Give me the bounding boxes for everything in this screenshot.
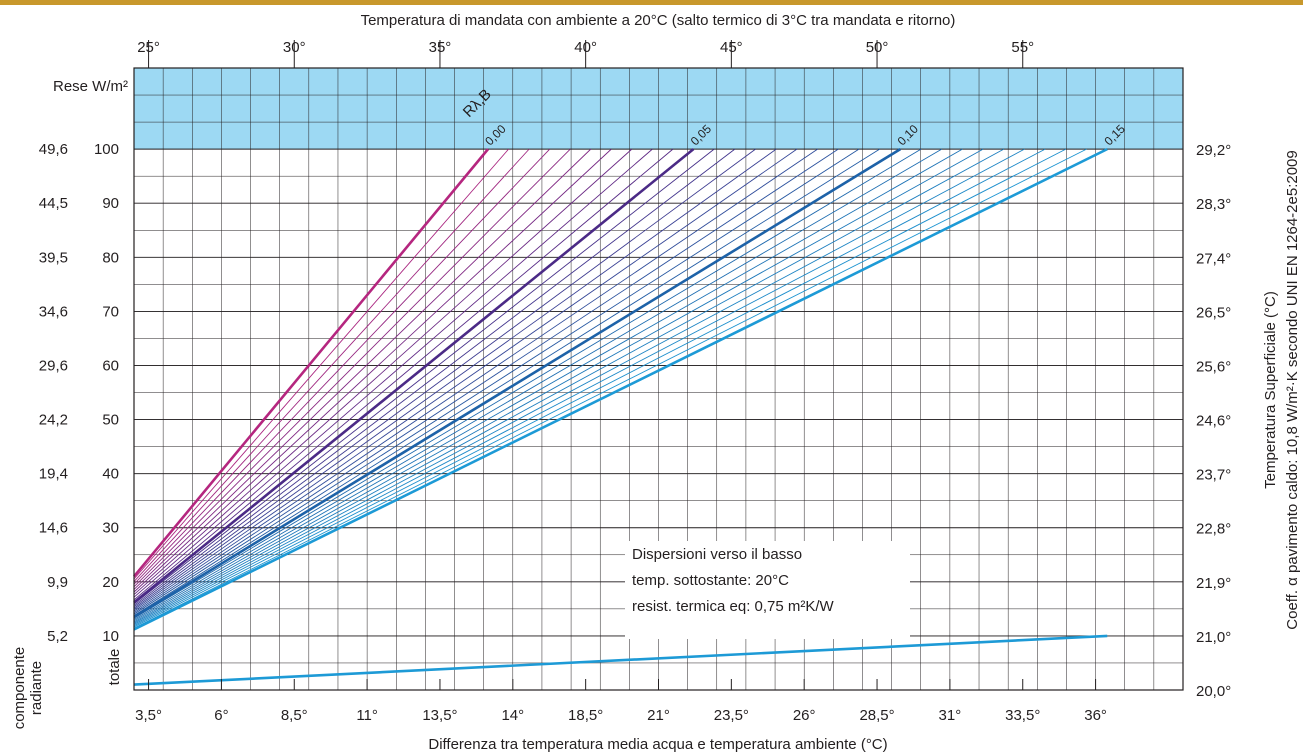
y-tick-label: 90 xyxy=(102,195,119,212)
y-right-tick-label: 21,9° xyxy=(1196,575,1231,592)
top-accent-bar xyxy=(0,0,1303,5)
x-tick-label: 18,5° xyxy=(568,707,603,724)
y-right-tick-label: 28,3° xyxy=(1196,196,1231,213)
resistance-line-intermediate xyxy=(133,148,984,623)
resistance-line-intermediate xyxy=(133,148,860,615)
annotation-box xyxy=(625,541,910,639)
y-right-tick-label: 22,8° xyxy=(1196,521,1231,538)
top-tick-label: 40° xyxy=(574,39,597,56)
resistance-line-intermediate xyxy=(133,148,756,608)
x-tick-label: 33,5° xyxy=(1005,707,1040,724)
resistance-line-intermediate xyxy=(133,148,612,593)
resistance-line-intermediate xyxy=(133,148,571,588)
x-tick-label: 31° xyxy=(939,707,962,724)
y-tick-label: 20 xyxy=(102,574,119,591)
top-tick-label: 30° xyxy=(283,39,306,56)
x-tick-label: 11° xyxy=(356,707,378,724)
y-right-tick-label: 20,0° xyxy=(1196,683,1231,700)
y-left-value-label: 34,6 xyxy=(39,303,68,320)
dispersion-line xyxy=(133,634,1108,686)
top-tick-label: 25° xyxy=(137,39,160,56)
y-left-value-label: 44,5 xyxy=(39,195,68,212)
resistance-line-intermediate xyxy=(133,148,509,580)
y-right-tick-label: 26,5° xyxy=(1196,304,1231,321)
y-left-label-line1: componente xyxy=(11,647,28,730)
x-tick-label: 13,5° xyxy=(422,707,457,724)
top-tick-label: 35° xyxy=(429,39,452,56)
resistance-line-intermediate xyxy=(133,148,1025,625)
y-tick-label: 70 xyxy=(102,303,119,320)
annotation-line-2: temp. sottostante: 20°C xyxy=(632,572,789,589)
y-tick-label: 10 xyxy=(102,628,119,645)
y-tick-label: 40 xyxy=(102,466,119,483)
resistance-line-intermediate xyxy=(133,148,592,590)
x-tick-label: 23,5° xyxy=(714,707,749,724)
y-right-tick-label: 24,6° xyxy=(1196,413,1231,430)
resistance-line-intermediate xyxy=(133,148,736,606)
y-left-label-line2: radiante xyxy=(28,661,45,715)
top-axis-title: Temperatura di mandata con ambiente a 20… xyxy=(361,12,956,29)
top-tick-label: 45° xyxy=(720,39,743,56)
y-tick-label: 50 xyxy=(102,412,119,429)
resistance-line-intermediate xyxy=(133,148,550,585)
resistance-line-intermediate xyxy=(133,148,530,582)
resistance-line-0-05 xyxy=(133,148,695,604)
y-left-label-total: totale xyxy=(106,649,123,686)
y-right-tick-label: 21,0° xyxy=(1196,629,1231,646)
y-tick-label: 60 xyxy=(102,357,119,374)
y-right-tick-label: 23,7° xyxy=(1196,467,1231,484)
resistance-line-intermediate xyxy=(133,148,922,619)
y-right-tick-label: 27,4° xyxy=(1196,250,1231,267)
coefficient-label: Coeff. α pavimento caldo: 10,8 W/m²·K se… xyxy=(1284,150,1301,629)
annotation-line-3: resist. termica eq: 0,75 m²K/W xyxy=(632,598,835,615)
y-left-value-label: 5,2 xyxy=(47,628,68,645)
y-left-value-label: 14,6 xyxy=(39,520,68,537)
resistance-line-intermediate xyxy=(133,148,798,611)
resistance-line-intermediate xyxy=(133,148,1046,627)
y-axis-header: Rese W/m² xyxy=(53,78,128,95)
x-tick-label: 8,5° xyxy=(281,707,308,724)
annotation-line-1: Dispersioni verso il basso xyxy=(632,546,802,563)
resistance-line-intermediate xyxy=(133,148,1087,629)
y-left-value-label: 24,2 xyxy=(39,412,68,429)
resistance-line-intermediate xyxy=(133,148,653,598)
resistance-line-0-10 xyxy=(133,148,902,619)
x-tick-label: 26° xyxy=(793,707,816,724)
resistance-line-0-15 xyxy=(133,147,1108,631)
x-tick-label: 28,5° xyxy=(859,707,894,724)
top-tick-label: 55° xyxy=(1011,39,1034,56)
y-left-value-label: 19,4 xyxy=(39,466,68,483)
resistance-line-intermediate xyxy=(133,148,777,609)
resistance-line-intermediate xyxy=(133,148,818,612)
y-left-value-label: 39,5 xyxy=(39,249,68,266)
x-tick-label: 3,5° xyxy=(135,707,162,724)
x-axis-title: Differenza tra temperatura media acqua e… xyxy=(428,736,887,753)
resistance-line-0-00 xyxy=(132,148,490,578)
y-tick-label: 100 xyxy=(94,141,119,158)
y-tick-label: 30 xyxy=(102,520,119,537)
resistance-line-intermediate xyxy=(133,148,963,622)
resistance-line-intermediate xyxy=(133,148,942,620)
resistance-line-intermediate xyxy=(133,148,674,601)
resistance-line-intermediate xyxy=(133,148,1005,624)
resistance-line-intermediate xyxy=(133,148,839,613)
y-right-tick-label: 25,6° xyxy=(1196,358,1231,375)
resistance-line-intermediate xyxy=(133,148,633,595)
resistance-line-intermediate xyxy=(133,148,1067,628)
y-left-value-label: 9,9 xyxy=(47,574,68,591)
y-left-value-label: 49,6 xyxy=(39,141,68,158)
resistance-line-intermediate xyxy=(133,148,715,605)
y-right-tick-label: 29,2° xyxy=(1196,142,1231,159)
y-tick-label: 80 xyxy=(102,249,119,266)
top-tick-label: 50° xyxy=(866,39,889,56)
y-right-axis-title: Temperatura Superficiale (°C) xyxy=(1262,291,1279,489)
x-tick-label: 21° xyxy=(647,707,670,724)
x-tick-label: 14° xyxy=(501,707,524,724)
y-left-value-label: 29,6 xyxy=(39,357,68,374)
x-tick-label: 36° xyxy=(1084,707,1107,724)
x-tick-label: 6° xyxy=(214,707,228,724)
resistance-line-intermediate xyxy=(133,148,880,616)
